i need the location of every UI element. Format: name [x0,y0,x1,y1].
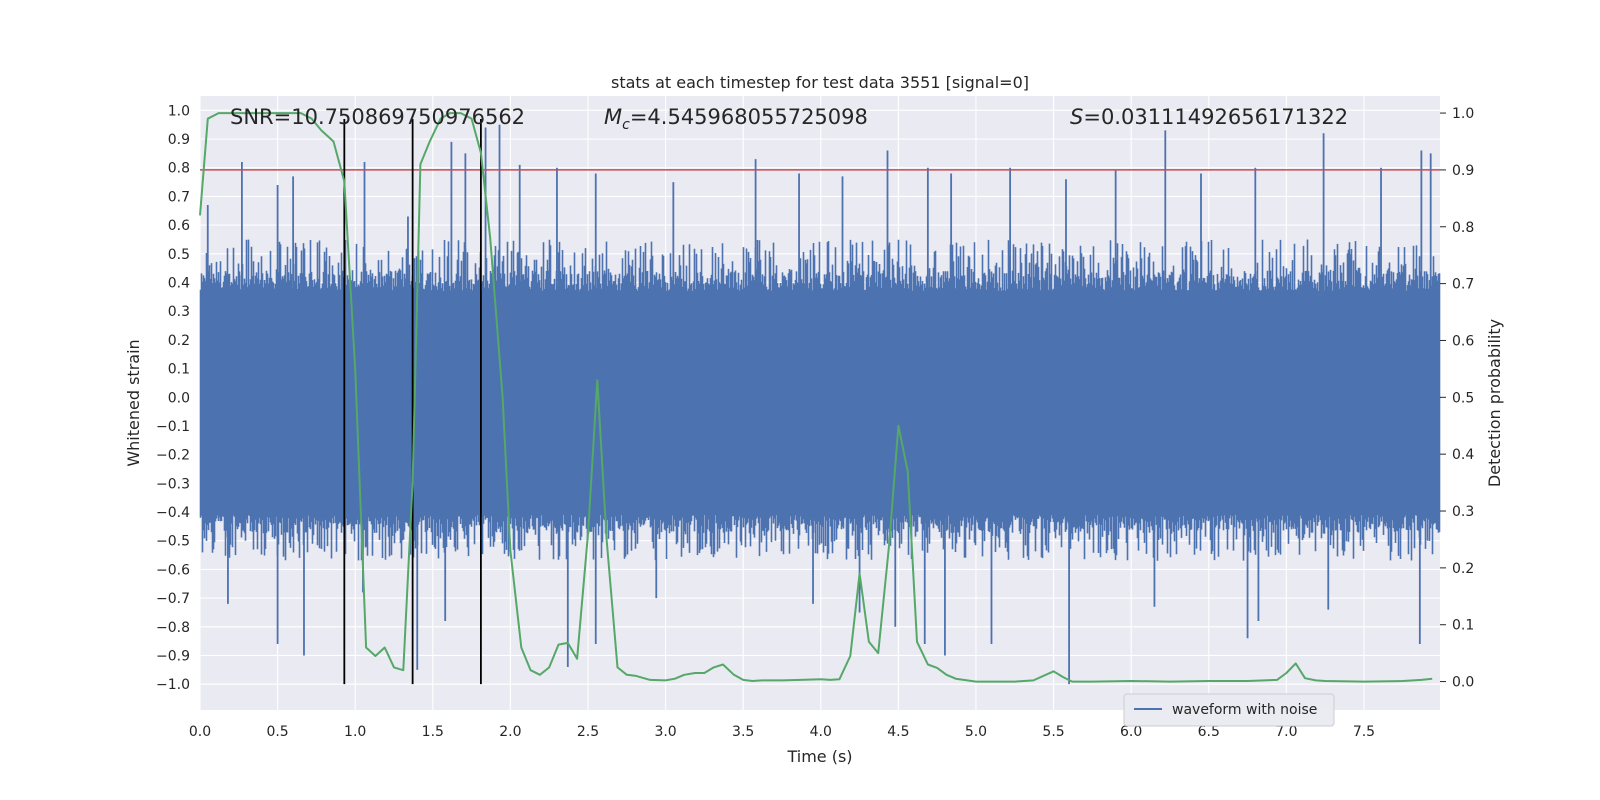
y-left-tick-label: −0.8 [156,620,190,636]
y-right-tick-label: 0.6 [1452,333,1474,349]
y-right-tick-label: 0.4 [1452,447,1474,463]
y-left-tick-label: 0.3 [168,304,190,320]
x-tick-label: 7.0 [1275,724,1297,740]
s-symbol: S [1070,105,1083,129]
y-left-tick-label: 0.7 [168,189,190,205]
mc-value: =4.545968055725098 [630,105,868,129]
y-left-tick-label: −0.5 [156,534,190,550]
y-right-tick-label: 0.8 [1452,220,1474,236]
probability-series [199,112,1433,683]
y-right-tick-label: 0.7 [1452,277,1474,293]
waveform-series [199,124,1441,685]
y-left-tick-label: −0.1 [156,419,190,435]
snr-annotation: SNR=10.750869750976562 [230,105,525,129]
y-left-tick-label: 0.2 [168,333,190,349]
x-tick-labels: 0.0 0.5 1.0 1.5 2.0 2.5 3.0 3.5 4.0 4.5 5.0 5.5 6.0 6… [189,724,1375,740]
x-tick-label: 4.0 [810,724,832,740]
y-left-tick-label: −0.6 [156,562,190,578]
x-tick-label: 3.5 [732,724,754,740]
legend-entry: waveform with noise [1172,702,1317,718]
y-left-axis-label: Whitened strain [124,339,143,466]
x-tick-label: 1.0 [344,724,366,740]
mc-annotation: Mc=4.545968055725098 [604,105,868,133]
x-tick-label: 6.0 [1120,724,1142,740]
y-right-tick-label: 0.0 [1452,675,1474,691]
x-tick-label: 6.5 [1198,724,1220,740]
reference-lines [200,118,1440,685]
s-annotation: S=0.03111492656171322 [1070,105,1348,129]
y-left-tick-label: 0.4 [168,275,190,291]
x-tick-label: 7.5 [1353,724,1375,740]
y-left-tick-label: 0.0 [168,390,190,406]
y-right-tick-labels: 0.0 0.1 0.2 0.3 0.4 0.5 0.6 0.7 0.8 0.9 1.0 [1440,106,1474,691]
y-left-tick-label: −0.7 [156,591,190,607]
y-left-tick-label: −0.2 [156,448,190,464]
x-tick-label: 5.0 [965,724,987,740]
y-right-tick-label: 0.1 [1452,618,1474,634]
y-left-tick-label: 0.6 [168,218,190,234]
y-left-tick-label: −0.4 [156,505,190,521]
x-tick-label: 1.5 [422,724,444,740]
y-left-tick-label: −1.0 [156,677,190,693]
y-left-tick-label: 0.1 [168,362,190,378]
probability-line [199,112,1433,683]
y-left-tick-label: 0.5 [168,247,190,263]
y-left-tick-label: 0.9 [168,132,190,148]
legend-box [1123,693,1335,727]
y-left-tick-label: −0.3 [156,476,190,492]
x-tick-label: 4.5 [887,724,909,740]
y-right-tick-label: 0.9 [1452,163,1474,179]
chart-title: stats at each timestep for test data 355… [611,73,1029,92]
y-right-tick-label: 0.2 [1452,561,1474,577]
legend: waveform with noise [1123,693,1335,727]
y-left-tick-label: 1.0 [168,103,190,119]
x-tick-label: 5.5 [1042,724,1064,740]
y-right-tick-label: 1.0 [1452,106,1474,122]
mc-symbol: M [604,105,622,129]
mc-subscript: c [622,117,630,133]
x-tick-label: 2.5 [577,724,599,740]
x-tick-label: 3.0 [654,724,676,740]
x-tick-label: 2.0 [499,724,521,740]
y-right-tick-label: 0.5 [1452,390,1474,406]
x-axis-label: Time (s) [786,747,852,766]
y-right-axis-label: Detection probability [1485,319,1504,487]
y-left-tick-label: −0.9 [156,648,190,664]
x-tick-label: 0.5 [266,724,288,740]
waveform-band [199,239,1441,561]
x-tick-label: 0.0 [189,724,211,740]
s-value: =0.03111492656171322 [1083,105,1348,129]
y-right-tick-label: 0.3 [1452,504,1474,520]
y-left-tick-labels: −1.0 −0.9 −0.8 −0.7 −0.6 −0.5 −0.4 −0.3 −0.2 −0.1… [156,103,190,693]
y-left-tick-label: 0.8 [168,161,190,177]
